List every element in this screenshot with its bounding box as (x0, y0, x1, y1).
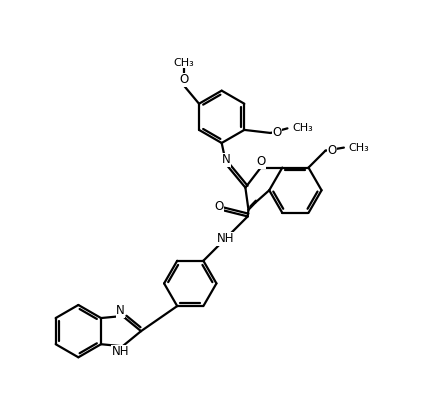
Text: NH: NH (217, 232, 234, 245)
Text: O: O (179, 73, 188, 87)
Text: N: N (222, 153, 231, 166)
Text: O: O (256, 155, 266, 168)
Text: NH: NH (112, 345, 129, 358)
Text: CH₃: CH₃ (173, 58, 194, 68)
Text: O: O (273, 126, 282, 139)
Text: O: O (328, 144, 337, 157)
Text: N: N (116, 304, 125, 317)
Text: CH₃: CH₃ (292, 124, 313, 134)
Text: O: O (214, 201, 224, 213)
Text: CH₃: CH₃ (349, 143, 369, 153)
